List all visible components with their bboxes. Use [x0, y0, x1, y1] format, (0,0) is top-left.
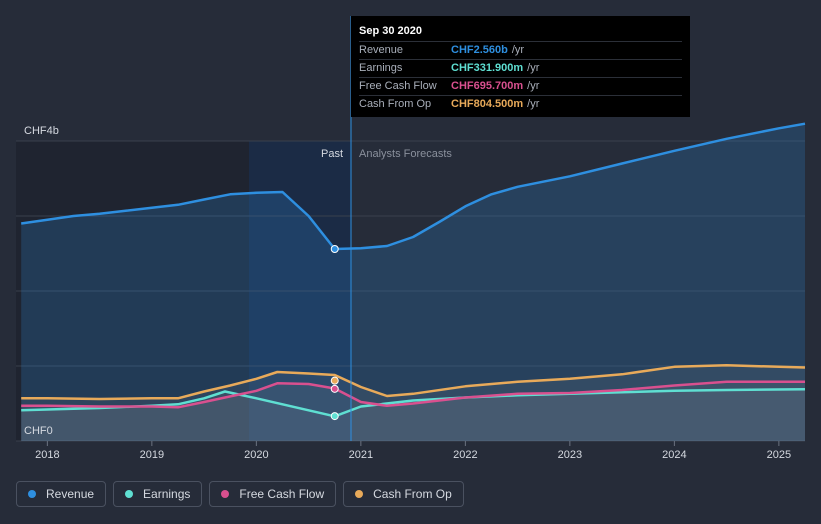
legend-item-cash-from-op[interactable]: Cash From Op: [343, 481, 464, 507]
tooltip-value: CHF2.560b: [451, 44, 508, 56]
series-area: [21, 123, 805, 441]
tooltip: Sep 30 2020 Revenue CHF2.560b/yr Earnings C…: [351, 16, 690, 117]
tooltip-unit: /yr: [511, 44, 525, 56]
x-tick-label: 2019: [140, 449, 164, 461]
tooltip-label: Cash From Op: [359, 98, 432, 110]
tooltip-value: CHF804.500m: [451, 98, 524, 110]
legend-dot-icon: [28, 490, 36, 498]
series-line: [21, 122, 806, 251]
tooltip-row: Earnings CHF331.900m/yr: [359, 59, 682, 77]
tooltip-unit: /yr: [527, 62, 540, 74]
x-tick-label: 2022: [453, 449, 477, 461]
legend-item-free-cash-flow[interactable]: Free Cash Flow: [209, 481, 337, 507]
highlight-point: [330, 384, 339, 393]
tooltip-value: CHF331.900m: [451, 62, 524, 74]
legend-item-earnings[interactable]: Earnings: [113, 481, 203, 507]
tooltip-value: CHF695.700m: [451, 80, 524, 92]
x-tick-label: 2024: [662, 449, 686, 461]
legend-label: Revenue: [46, 487, 95, 501]
y-axis-top-label: CHF4b: [24, 125, 59, 137]
x-tick-label: 2018: [35, 449, 59, 461]
legend-label: Earnings: [143, 487, 191, 501]
tooltip-label: Free Cash Flow: [359, 80, 437, 92]
legend-dot-icon: [125, 490, 134, 498]
x-tick-label: 2021: [349, 449, 373, 461]
areas: [21, 123, 805, 441]
series-line: [21, 364, 806, 401]
tooltip-unit: /yr: [527, 80, 540, 92]
legend-item-revenue[interactable]: Revenue: [16, 481, 107, 507]
tooltip-date: Sep 30 2020: [359, 25, 422, 37]
tooltip-label: Earnings: [359, 62, 403, 74]
highlight-point: [330, 376, 339, 385]
tooltip-row: Free Cash Flow CHF695.700m/yr: [359, 77, 682, 95]
y-axis-bottom-label: CHF0: [24, 425, 53, 437]
legend-label: Free Cash Flow: [239, 487, 325, 501]
legend-dot-icon: [221, 490, 230, 498]
tooltip-unit: /yr: [527, 98, 540, 110]
tooltip-row: Cash From Op CHF804.500m/yr: [359, 95, 682, 113]
series-area: [21, 381, 805, 441]
x-axis: 2018 2019 2020 2021 2022 2023 2024 2025: [35, 441, 791, 461]
x-tick-label: 2020: [244, 449, 268, 461]
highlight-points: [330, 245, 339, 421]
past-label: Past: [321, 148, 343, 160]
forecast-label: Analysts Forecasts: [359, 148, 452, 160]
x-tick-label: 2023: [558, 449, 582, 461]
tooltip-row: Revenue CHF2.560b/yr: [359, 41, 682, 59]
highlight-point: [330, 412, 339, 421]
series-area: [21, 389, 805, 441]
tooltip-label: Revenue: [359, 44, 404, 56]
highlight-point: [330, 245, 339, 253]
legend-dot-icon: [355, 490, 364, 498]
x-tick-label: 2025: [767, 449, 791, 461]
legend: Revenue Earnings Free Cash Flow Cash From O…: [16, 481, 464, 509]
legend-label: Cash From Op: [373, 487, 452, 501]
